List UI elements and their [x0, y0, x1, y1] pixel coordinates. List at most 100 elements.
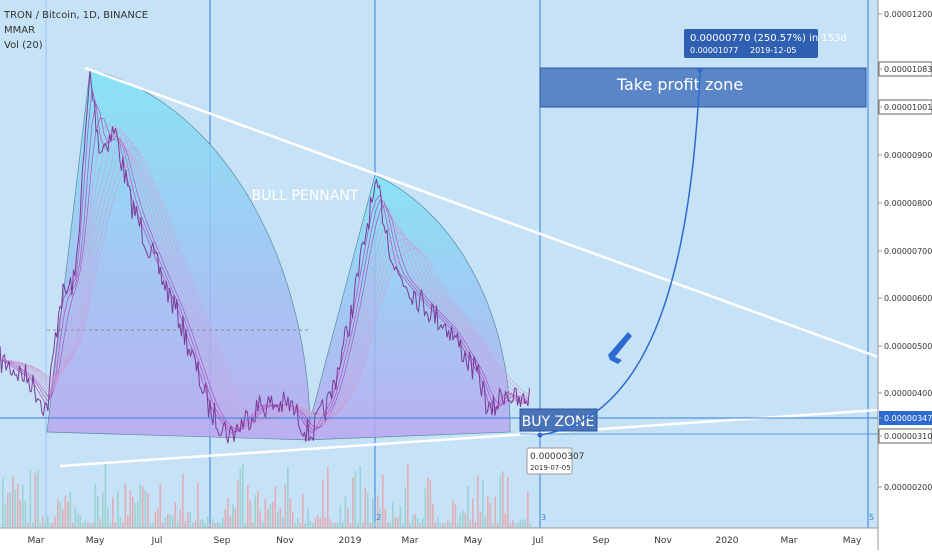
resistance-line — [84, 66, 879, 359]
volume-bar — [52, 522, 54, 527]
volume-bar — [112, 497, 114, 527]
ma-line — [0, 102, 529, 433]
plane-icon — [608, 332, 632, 364]
volume-bar — [469, 520, 472, 527]
volume-bar — [114, 522, 117, 527]
volume-bar — [229, 515, 232, 527]
cycle-marker: 5 — [869, 513, 874, 522]
time-label: Sep — [593, 536, 610, 546]
volume-bar — [444, 522, 447, 527]
volume-bar — [39, 522, 42, 527]
volume-bar — [57, 499, 59, 527]
time-label: Sep — [214, 536, 231, 546]
volume-bar — [249, 500, 252, 527]
volume-bar — [17, 483, 19, 527]
time-label: May — [464, 536, 483, 546]
volume-bar — [147, 492, 149, 527]
volume-bar — [227, 497, 229, 527]
volume-bar — [519, 519, 522, 527]
volume-bar — [237, 480, 239, 527]
volume-bar — [472, 498, 474, 527]
volume-bar — [357, 522, 359, 527]
buy-zone-label: BUY ZONE — [522, 414, 595, 430]
volume-bar — [197, 482, 199, 527]
price-label: 0.00001083 — [884, 65, 932, 74]
volume-bar — [142, 486, 144, 527]
volume-bar — [349, 522, 352, 527]
volume-bar — [267, 509, 269, 527]
price-line — [0, 70, 530, 444]
projection-change: 0.00000770 (250.57%) in 153d — [690, 33, 847, 44]
price-label: 0.00000310 — [884, 432, 932, 441]
time-label: 2019 — [339, 536, 362, 546]
price-label: 0.00000700 — [884, 247, 932, 256]
volume-bar — [4, 503, 7, 527]
time-label: Nov — [276, 536, 294, 546]
volume-bar — [502, 471, 504, 527]
volume-bar — [9, 491, 12, 527]
price-label: 0.00000600 — [884, 294, 932, 303]
volume-bar — [7, 493, 9, 527]
volume-bar — [107, 507, 109, 527]
volume-bar — [64, 495, 67, 527]
volume-bar — [337, 522, 339, 527]
volume-bar — [92, 523, 94, 527]
volume-bar — [122, 522, 124, 527]
price-label: 0.00000347 — [884, 414, 932, 423]
volume-bar — [192, 522, 194, 527]
volume-bar — [182, 473, 184, 527]
volume-bar — [504, 513, 507, 527]
volume-bar — [374, 521, 377, 527]
volume-bar — [274, 486, 277, 527]
volume-bar — [209, 522, 212, 527]
volume-bar — [87, 522, 89, 527]
volume-bar — [207, 516, 209, 527]
volume-bar — [47, 516, 49, 527]
volume-bar — [407, 463, 409, 527]
volume-bar — [432, 503, 434, 527]
volume-bar — [219, 522, 222, 527]
volume-bar — [84, 520, 87, 527]
projection-target-date: 2019-12-05 — [750, 46, 797, 55]
volume-bar — [244, 522, 247, 527]
volume-bar — [369, 522, 372, 527]
volume-bar — [417, 518, 419, 527]
volume-bar — [247, 485, 249, 527]
time-label: Jul — [151, 536, 163, 546]
price-marker-price: 0.00000307 — [530, 452, 584, 462]
volume-bar — [69, 491, 72, 527]
volume-bar — [512, 520, 514, 527]
volume-bar — [179, 509, 182, 527]
volume-bar — [252, 522, 254, 527]
volume-bar — [137, 501, 139, 527]
volume-bar — [144, 490, 147, 527]
volume-bar — [287, 467, 289, 527]
volume-bar — [72, 522, 74, 527]
volume-bar — [159, 484, 162, 527]
volume-bar — [322, 479, 324, 527]
volume-bar — [289, 498, 292, 527]
volume-bar — [347, 508, 349, 527]
volume-bar — [277, 512, 279, 527]
volume-bar — [304, 522, 307, 527]
volume-bar — [204, 522, 207, 527]
volume-bar — [262, 521, 264, 527]
volume-bar — [317, 515, 319, 527]
take-profit-zone — [539, 67, 867, 108]
volume-bar — [102, 492, 104, 527]
volume-bar — [172, 515, 174, 527]
ma-line — [0, 125, 529, 428]
volume-bar — [412, 515, 414, 527]
volume-bar — [214, 522, 217, 527]
volume-bar — [89, 522, 92, 527]
indicator: Vol (20) — [4, 40, 43, 51]
time-label: Mar — [781, 536, 798, 546]
time-axis-bg — [0, 528, 878, 550]
volume — [2, 463, 532, 527]
pattern-label: BULL PENNANT — [252, 188, 359, 204]
volume-bar — [132, 496, 134, 527]
volume-bar — [129, 489, 132, 527]
volume-bar — [177, 521, 179, 527]
volume-bar — [42, 516, 44, 527]
volume-bar — [232, 503, 234, 527]
